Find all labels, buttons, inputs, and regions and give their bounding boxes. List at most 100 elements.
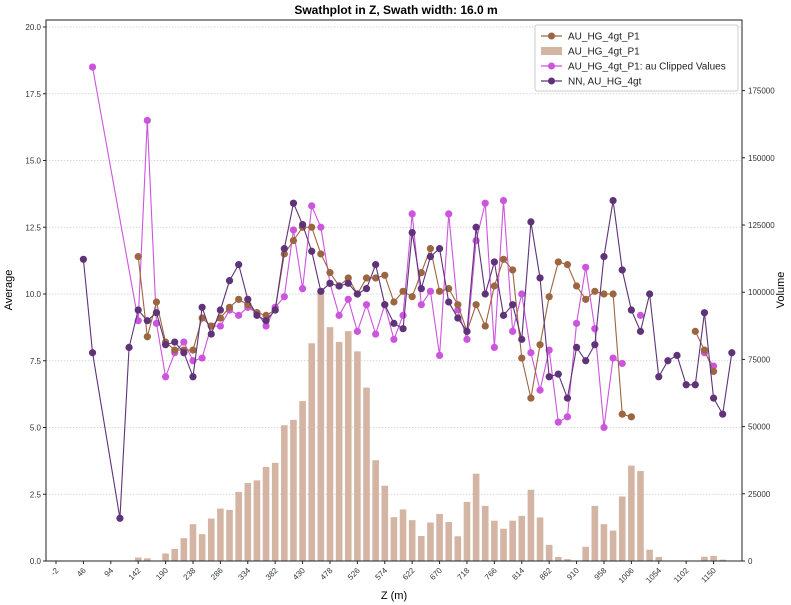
volume-bar — [445, 522, 453, 561]
volume-bars — [134, 288, 726, 561]
series-point — [591, 341, 599, 349]
x-tick-label: 1102 — [672, 566, 691, 585]
x-tick-label: 910 — [565, 566, 581, 582]
volume-bar — [198, 534, 206, 561]
x-tick-label: 718 — [456, 566, 472, 582]
legend-box — [534, 24, 739, 92]
series-point — [280, 250, 288, 258]
x-tick-label: 382 — [264, 566, 280, 582]
y2-tick-label: 100000 — [748, 288, 775, 297]
series-point — [298, 220, 307, 229]
series-point — [417, 301, 425, 309]
series-point — [79, 255, 87, 263]
series-point — [435, 351, 444, 360]
y-axis-ticks: 0.0 2.5 5.0 7.5 10.0 12.5 15.0 17.5 20.0 — [25, 23, 46, 566]
series-point — [362, 274, 371, 282]
series-point — [536, 386, 544, 394]
series-point — [618, 266, 626, 274]
volume-bar — [226, 509, 233, 561]
series-point — [171, 346, 179, 354]
series-point — [481, 290, 489, 298]
series-point — [225, 277, 234, 285]
x-axis-label: Z (m) — [381, 590, 407, 602]
x-axis-ticks: -2 46 94 142 190 238 286 334 382 430 478 526 574 622 6… — [49, 561, 718, 585]
volume-bar — [217, 508, 224, 561]
x-tick-label: 238 — [182, 566, 198, 582]
series-point — [591, 287, 599, 295]
legend-marker — [548, 77, 555, 85]
series-point — [390, 298, 398, 306]
series-point — [609, 196, 617, 205]
series-point — [161, 341, 170, 349]
series-point — [499, 311, 508, 319]
series-point — [408, 293, 416, 301]
x-tick-label: 142 — [127, 566, 143, 582]
volume-bar — [418, 536, 425, 561]
series-point — [152, 298, 161, 306]
volume-bar — [655, 556, 663, 561]
series-point — [527, 218, 535, 226]
series-point — [618, 359, 626, 368]
x-tick-label: 190 — [154, 566, 170, 582]
series-point — [618, 410, 626, 418]
x-tick-label: 574 — [373, 566, 389, 582]
volume-bar — [253, 480, 261, 561]
volume-bar — [518, 515, 526, 561]
series-point — [235, 311, 243, 319]
series-point — [362, 301, 371, 309]
volume-bar — [390, 517, 398, 561]
series-point — [673, 351, 681, 360]
series-point — [545, 293, 553, 301]
series-point — [481, 199, 489, 207]
series-point — [372, 274, 380, 282]
series-point — [317, 223, 325, 231]
series-point — [426, 253, 435, 261]
series-point — [235, 295, 243, 303]
volume-bar — [354, 351, 361, 561]
legend-label: NN, AU_HG_4gt — [568, 77, 642, 88]
series-point — [408, 228, 416, 237]
series-point — [326, 279, 334, 287]
series-point — [646, 290, 654, 298]
legend-label: AU_HG_4gt_P1 — [568, 32, 640, 43]
series-point — [381, 271, 389, 279]
x-tick-label: 1150 — [699, 566, 718, 585]
series-point — [700, 309, 709, 317]
volume-bar — [646, 549, 653, 561]
series-point — [253, 311, 261, 319]
series-line — [82, 200, 733, 519]
volume-bar — [637, 470, 644, 561]
x-tick-label: 478 — [319, 566, 335, 582]
volume-bar — [363, 387, 370, 561]
x-tick-label: 46 — [75, 566, 88, 579]
series-point — [691, 327, 699, 335]
series-point — [152, 319, 161, 327]
series-point — [189, 373, 197, 381]
volume-bar — [582, 546, 590, 561]
series-point — [490, 282, 498, 290]
series-point — [399, 287, 407, 295]
series-point — [572, 343, 581, 351]
series-point — [335, 282, 343, 290]
y2-tick-label: 75000 — [748, 355, 771, 364]
series-point — [472, 223, 480, 231]
volume-bar — [527, 489, 535, 561]
series-point — [509, 301, 517, 309]
volume-bar — [628, 465, 635, 561]
series-point — [536, 274, 544, 282]
volume-bar — [500, 528, 507, 561]
series-point — [636, 327, 645, 335]
volume-bar — [235, 491, 242, 561]
series-point — [435, 245, 444, 253]
series-point — [527, 349, 535, 357]
series-point — [125, 343, 133, 351]
y-tick-label: 20.0 — [25, 23, 41, 32]
series-point — [180, 349, 188, 357]
series-point — [709, 394, 718, 402]
volume-bar — [463, 501, 471, 561]
series-lines — [79, 63, 736, 522]
y2-tick-label: 25000 — [748, 490, 771, 499]
series-point — [408, 210, 416, 218]
volume-bar — [399, 509, 407, 561]
chart-title: Swathplot in Z, Swath width: 16.0 m — [294, 3, 497, 17]
